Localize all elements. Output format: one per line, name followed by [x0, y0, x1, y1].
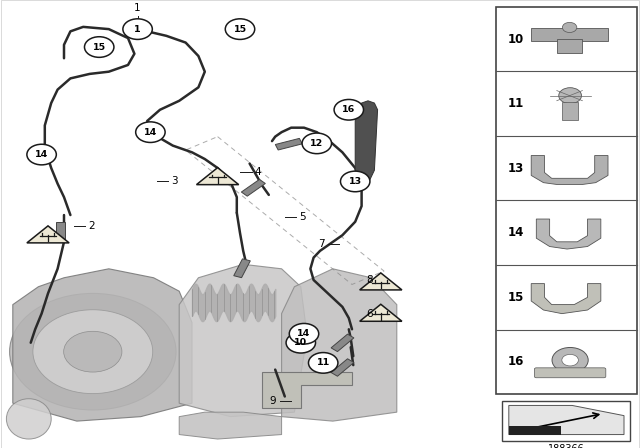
- Polygon shape: [531, 284, 601, 314]
- FancyBboxPatch shape: [502, 401, 630, 441]
- Circle shape: [123, 19, 152, 39]
- Text: 8: 8: [366, 275, 372, 285]
- Polygon shape: [196, 168, 239, 185]
- Polygon shape: [13, 269, 192, 421]
- Text: 6: 6: [366, 309, 372, 319]
- Circle shape: [334, 99, 364, 120]
- Polygon shape: [27, 226, 69, 243]
- Polygon shape: [509, 426, 561, 435]
- Polygon shape: [331, 359, 354, 376]
- Text: 16: 16: [508, 355, 524, 368]
- Circle shape: [33, 310, 153, 394]
- Text: 1: 1: [134, 4, 141, 13]
- Text: 9: 9: [270, 396, 276, 406]
- Polygon shape: [282, 269, 397, 421]
- Polygon shape: [262, 372, 352, 408]
- FancyBboxPatch shape: [531, 28, 608, 41]
- Text: 3: 3: [172, 177, 178, 186]
- Text: 15: 15: [93, 43, 106, 52]
- Circle shape: [562, 354, 579, 366]
- Circle shape: [340, 171, 370, 192]
- Text: 11: 11: [317, 358, 330, 367]
- Polygon shape: [360, 273, 402, 290]
- Text: 13: 13: [508, 162, 524, 175]
- Circle shape: [302, 133, 332, 154]
- FancyBboxPatch shape: [496, 7, 637, 394]
- Polygon shape: [531, 155, 608, 185]
- Polygon shape: [241, 179, 266, 196]
- Circle shape: [308, 353, 338, 373]
- Polygon shape: [331, 334, 354, 352]
- Circle shape: [136, 122, 165, 142]
- Polygon shape: [360, 304, 402, 321]
- Text: 12: 12: [310, 139, 323, 148]
- Text: 188366: 188366: [548, 444, 585, 448]
- Polygon shape: [234, 259, 250, 278]
- Circle shape: [286, 332, 316, 353]
- Polygon shape: [509, 405, 624, 435]
- Polygon shape: [355, 101, 378, 186]
- Text: 10: 10: [508, 33, 524, 46]
- Text: 10: 10: [294, 338, 307, 347]
- Polygon shape: [536, 219, 601, 249]
- Polygon shape: [179, 264, 307, 417]
- Text: 4: 4: [255, 168, 261, 177]
- Text: 11: 11: [508, 97, 524, 110]
- Ellipse shape: [6, 399, 51, 439]
- Text: 14: 14: [508, 226, 524, 239]
- Text: 15: 15: [234, 25, 246, 34]
- Text: 14: 14: [35, 150, 48, 159]
- Circle shape: [10, 293, 176, 410]
- Text: 7: 7: [318, 239, 324, 249]
- Text: 14: 14: [144, 128, 157, 137]
- Text: 2: 2: [88, 221, 95, 231]
- FancyBboxPatch shape: [562, 102, 579, 120]
- Text: 15: 15: [508, 291, 524, 304]
- Text: 16: 16: [342, 105, 355, 114]
- Circle shape: [225, 19, 255, 39]
- FancyBboxPatch shape: [534, 368, 606, 378]
- Circle shape: [84, 37, 114, 57]
- Circle shape: [563, 22, 577, 33]
- Circle shape: [289, 323, 319, 344]
- Circle shape: [559, 88, 582, 103]
- Polygon shape: [179, 412, 282, 439]
- Text: 1: 1: [134, 25, 141, 34]
- Text: 13: 13: [349, 177, 362, 186]
- Circle shape: [64, 332, 122, 372]
- Text: 14: 14: [298, 329, 310, 338]
- Polygon shape: [56, 222, 65, 240]
- Circle shape: [552, 348, 588, 373]
- Text: 5: 5: [300, 212, 306, 222]
- Polygon shape: [275, 138, 302, 150]
- FancyBboxPatch shape: [557, 39, 582, 53]
- Circle shape: [27, 144, 56, 165]
